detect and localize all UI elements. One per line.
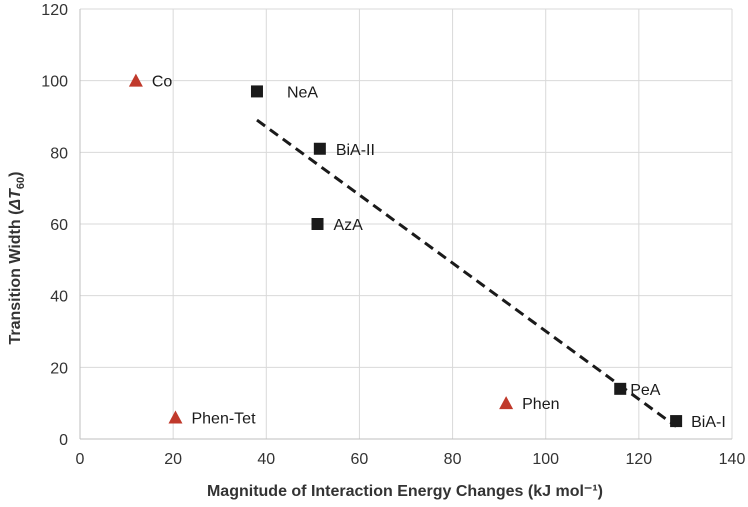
x-tick-label: 120 <box>626 451 653 468</box>
square-marker <box>250 85 263 98</box>
square-marker <box>313 142 326 155</box>
data-points <box>128 73 683 428</box>
y-axis-title-suffix: ) <box>7 171 24 176</box>
tick-labels: 0 20 40 60 80 100 120 140 0 20 40 60 80 100 120 <box>41 2 745 468</box>
point-label: Phen-Tet <box>191 411 256 428</box>
point-label: BiA-I <box>691 414 726 431</box>
triangle-marker <box>499 396 514 410</box>
trendline <box>256 118 677 428</box>
axes <box>79 9 732 440</box>
x-tick-label: 100 <box>532 451 559 468</box>
y-axis-title-subscript: 60 <box>15 177 27 189</box>
square-marker <box>614 382 627 395</box>
x-tick-label: 20 <box>164 451 182 468</box>
square-marker <box>670 415 683 428</box>
y-tick-label: 60 <box>50 217 68 234</box>
square-marker <box>311 218 324 230</box>
y-tick-label: 40 <box>50 289 68 306</box>
triangle-marker <box>168 410 183 424</box>
y-tick-label: 80 <box>50 145 68 162</box>
y-tick-label: 0 <box>59 432 68 449</box>
point-label: Co <box>152 74 173 91</box>
x-tick-label: 140 <box>719 451 746 468</box>
y-tick-label: 20 <box>50 360 68 377</box>
y-axis-title-prefix: Transition Width ( <box>7 209 24 345</box>
grid-lines <box>80 8 733 439</box>
y-axis-title: Transition Width (ΔT60) <box>7 171 27 344</box>
point-label: Phen <box>522 396 559 413</box>
y-tick-label: 100 <box>41 74 68 91</box>
x-tick-label: 80 <box>444 451 462 468</box>
point-label: PeA <box>630 382 661 399</box>
y-tick-label: 120 <box>41 2 68 19</box>
point-labels: NeA BiA-II AzA PeA BiA-I Co Phen-Tet Phen <box>152 74 726 431</box>
trendline-segment <box>256 118 677 428</box>
triangle-marker <box>128 73 143 87</box>
x-axis-title: Magnitude of Interaction Energy Changes … <box>207 483 603 500</box>
x-tick-label: 40 <box>257 451 275 468</box>
y-axis-title-symbol: ΔT <box>7 188 24 211</box>
point-label: NeA <box>287 84 318 101</box>
x-tick-label: 60 <box>351 451 369 468</box>
point-label: BiA-II <box>336 142 375 159</box>
x-tick-label: 0 <box>76 451 85 468</box>
point-label: AzA <box>334 217 364 234</box>
